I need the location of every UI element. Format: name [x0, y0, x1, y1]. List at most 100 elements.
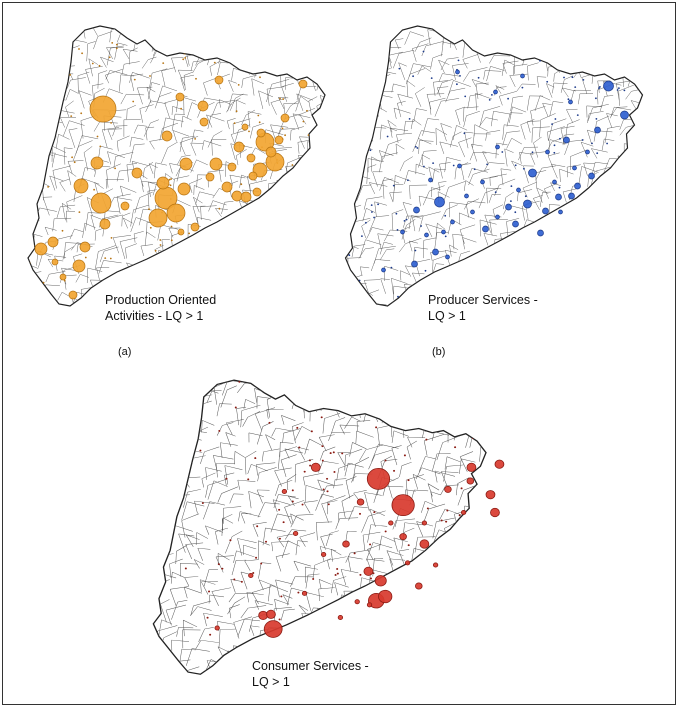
centroid-point	[501, 39, 503, 41]
lq-bubble	[214, 75, 224, 85]
centroid-point	[333, 471, 336, 473]
centroid-point	[572, 64, 575, 67]
centroid-point	[144, 278, 146, 281]
centroid-point	[392, 641, 395, 644]
lq-bubble	[263, 620, 283, 638]
lq-bubble	[466, 477, 475, 485]
centroid-point	[602, 61, 604, 64]
centroid-point	[349, 39, 351, 42]
centroid-point	[618, 76, 621, 78]
lq-bubble	[424, 232, 429, 238]
centroid-point	[345, 118, 347, 121]
lq-bubble	[421, 520, 428, 526]
centroid-point	[407, 422, 410, 425]
centroid-point	[432, 162, 434, 165]
centroid-point	[398, 67, 401, 70]
centroid-point	[259, 76, 261, 79]
centroid-point	[510, 276, 512, 279]
lq-bubble	[90, 156, 104, 170]
centroid-point	[604, 216, 607, 219]
centroid-point	[110, 122, 112, 124]
centroid-point	[366, 298, 369, 300]
lq-bubble	[47, 236, 59, 248]
centroid-point	[238, 655, 241, 657]
centroid-point	[458, 514, 461, 517]
centroid-point	[521, 86, 524, 89]
centroid-point	[448, 428, 451, 431]
centroid-point	[582, 79, 585, 81]
lq-bubble	[537, 229, 544, 237]
centroid-point	[71, 156, 73, 159]
centroid-point	[155, 395, 158, 398]
centroid-point	[188, 232, 191, 235]
centroid-point	[372, 641, 375, 644]
lq-bubble	[166, 203, 186, 223]
lq-bubble	[240, 191, 252, 203]
centroid-point	[346, 46, 349, 49]
centroid-point	[457, 59, 460, 62]
centroid-point	[371, 211, 373, 213]
centroid-point	[571, 201, 574, 204]
lq-bubble	[432, 562, 439, 568]
lq-bubble	[494, 459, 505, 469]
centroid-point	[459, 75, 461, 77]
centroid-point	[425, 438, 428, 441]
centroid-point	[396, 229, 399, 231]
label-producer-line2: LQ > 1	[428, 309, 466, 323]
centroid-point	[358, 279, 361, 282]
centroid-point	[519, 284, 522, 287]
centroid-point	[227, 307, 229, 309]
centroid-point	[345, 173, 348, 176]
centroid-point	[614, 22, 616, 24]
centroid-point	[279, 97, 281, 100]
lq-bubble	[404, 560, 411, 566]
lq-bubble	[495, 214, 500, 220]
centroid-point	[389, 31, 392, 34]
lq-bubble	[563, 136, 570, 144]
centroid-point	[569, 59, 572, 62]
centroid-point	[464, 95, 467, 98]
centroid-point	[93, 188, 95, 191]
lq-bubble	[495, 144, 500, 150]
lq-bubble	[51, 258, 59, 266]
lq-bubble	[281, 489, 288, 494]
centroid-point	[305, 218, 307, 220]
lq-bubble	[523, 199, 532, 209]
centroid-point	[478, 524, 481, 527]
centroid-point	[484, 531, 487, 534]
centroid-point	[248, 130, 250, 133]
centroid-point	[302, 259, 305, 262]
centroid-point	[418, 633, 421, 636]
centroid-point	[149, 75, 151, 77]
centroid-point	[273, 41, 276, 44]
centroid-point	[257, 114, 260, 117]
centroid-point	[326, 477, 329, 480]
centroid-point	[386, 135, 389, 138]
centroid-point	[322, 488, 325, 491]
lq-bubble	[450, 219, 455, 225]
centroid-point	[153, 645, 156, 648]
centroid-point	[320, 38, 322, 41]
centroid-point	[241, 665, 244, 668]
centroid-point	[84, 256, 87, 259]
centroid-point	[408, 649, 411, 652]
lq-bubble	[320, 552, 327, 557]
centroid-point	[469, 639, 472, 642]
centroid-point	[297, 591, 300, 594]
centroid-point	[321, 395, 324, 398]
centroid-point	[454, 428, 457, 431]
centroid-point	[392, 184, 395, 187]
centroid-point	[281, 297, 283, 300]
lq-bubble	[161, 130, 173, 142]
lq-bubble	[246, 153, 256, 163]
lq-bubble	[512, 220, 519, 228]
lq-bubble	[266, 609, 276, 619]
lq-bubble	[209, 157, 223, 171]
centroid-point	[256, 525, 259, 528]
centroid-point	[284, 134, 286, 137]
centroid-point	[596, 152, 599, 155]
centroid-point	[483, 417, 486, 420]
centroid-point	[408, 118, 411, 120]
centroid-point	[88, 26, 91, 27]
lq-bubble	[558, 209, 563, 215]
